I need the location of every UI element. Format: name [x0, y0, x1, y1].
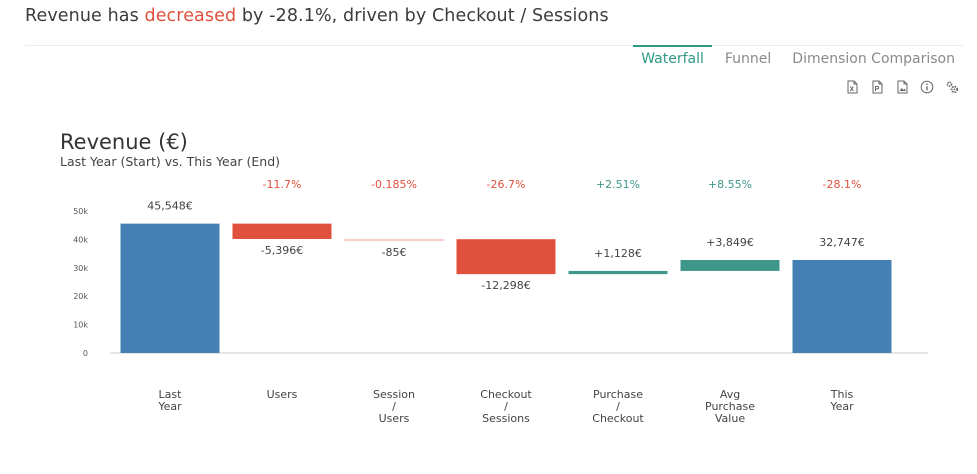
category-label: Purchase — [593, 388, 643, 401]
pdf-export-icon[interactable] — [870, 80, 884, 94]
bar-value-label: -5,396€ — [261, 244, 303, 257]
chart-title: Revenue (€) — [60, 130, 188, 154]
y-tick-label: 50k — [73, 207, 88, 216]
category-label: Year — [157, 400, 182, 413]
headline: Revenue has decreased by -28.1%, driven … — [25, 6, 609, 26]
export-toolbar — [845, 80, 959, 94]
excel-export-icon[interactable] — [845, 80, 859, 94]
bar-value-label: +1,128€ — [594, 247, 642, 260]
y-tick-label: 0 — [83, 349, 88, 358]
bar-value-label: -85€ — [382, 246, 407, 259]
headline-suffix: by -28.1%, driven by Checkout / Sessions — [236, 6, 609, 26]
category-label: Avg — [720, 388, 740, 401]
y-tick-label: 30k — [73, 264, 88, 273]
category-label: Purchase — [705, 400, 755, 413]
percent-change-label: -0.185% — [371, 178, 417, 191]
category-label: / — [616, 400, 620, 413]
percent-change-label: -28.1% — [823, 178, 862, 191]
percent-change-label: +2.51% — [596, 178, 640, 191]
category-label: Year — [829, 400, 854, 413]
waterfall-bar — [568, 270, 668, 275]
category-label: Value — [715, 412, 745, 425]
category-label: This — [830, 388, 854, 401]
y-tick-label: 20k — [73, 292, 88, 301]
waterfall-bar — [344, 238, 444, 241]
percent-change-label: +8.55% — [708, 178, 752, 191]
waterfall-bar — [792, 259, 892, 353]
waterfall-bar — [120, 223, 220, 353]
category-label: Sessions — [482, 412, 530, 425]
waterfall-bar — [232, 223, 332, 239]
category-label: / — [392, 400, 396, 413]
headline-prefix: Revenue has — [25, 6, 145, 26]
bar-value-label: -12,298€ — [481, 279, 530, 292]
tab-waterfall[interactable]: Waterfall — [633, 45, 712, 71]
header-divider — [25, 45, 963, 46]
chart-subtitle: Last Year (Start) vs. This Year (End) — [60, 154, 281, 169]
info-icon[interactable] — [920, 80, 934, 94]
bar-value-label: +3,849€ — [706, 236, 754, 249]
waterfall-bar — [456, 239, 556, 275]
waterfall-bar — [680, 260, 780, 271]
y-tick-label: 10k — [73, 321, 88, 330]
view-tabs: Waterfall Funnel Dimension Comparison — [633, 45, 963, 71]
y-tick-label: 40k — [73, 235, 88, 244]
percent-change-label: -11.7% — [263, 178, 302, 191]
image-export-icon[interactable] — [895, 80, 909, 94]
category-label: Users — [267, 388, 298, 401]
category-label: Users — [379, 412, 410, 425]
category-label: Checkout — [480, 388, 532, 401]
tab-funnel[interactable]: Funnel — [724, 51, 772, 67]
tab-dimension-comparison[interactable]: Dimension Comparison — [792, 51, 955, 67]
category-label: Last — [159, 388, 183, 401]
bar-value-label: 32,747€ — [819, 236, 865, 249]
category-label: Session — [373, 388, 415, 401]
category-label: Checkout — [592, 412, 644, 425]
category-label: / — [504, 400, 508, 413]
headline-keyword: decreased — [144, 6, 237, 26]
bar-value-label: 45,548€ — [147, 200, 193, 213]
percent-change-label: -26.7% — [487, 178, 526, 191]
settings-gears-icon[interactable] — [945, 80, 959, 94]
